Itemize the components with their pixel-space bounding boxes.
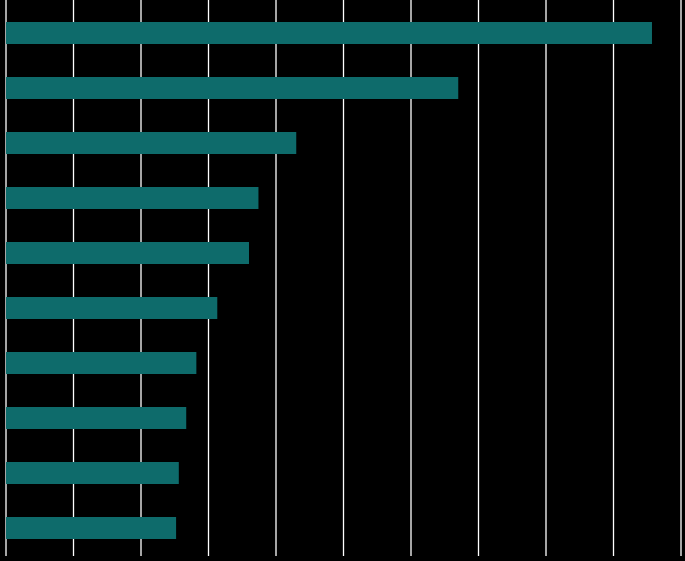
bar-2 [6, 77, 459, 99]
bar-10 [6, 517, 177, 539]
bar-9 [6, 462, 179, 484]
bar-7 [6, 352, 197, 374]
bars [6, 22, 652, 539]
bar-5 [6, 242, 249, 264]
bar-3 [6, 132, 297, 154]
bar-1 [6, 22, 652, 44]
bar-6 [6, 297, 218, 319]
bar-8 [6, 407, 187, 429]
bar-4 [6, 187, 259, 209]
